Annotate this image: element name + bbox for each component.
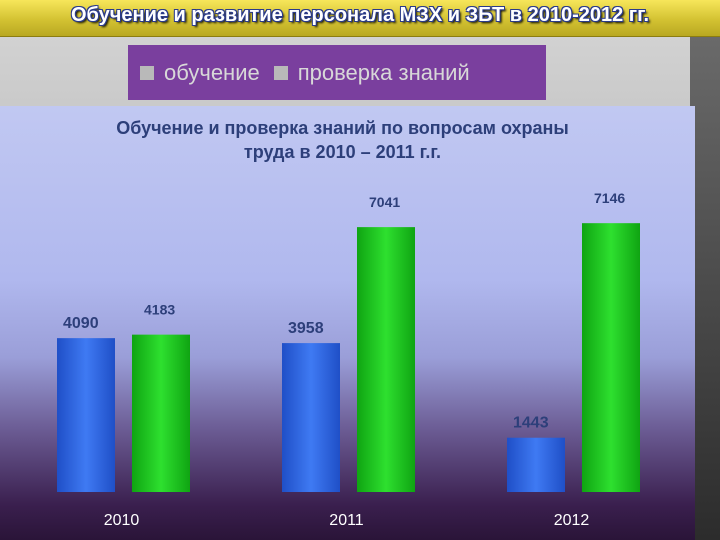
bar-training-2012 [507,437,565,492]
data-label-training-2011: 3958 [288,320,324,337]
data-label-training-2012: 1443 [513,415,549,432]
legend-item-knowledge-check: проверка знаний [273,59,470,86]
legend-item-training: обучение [140,60,260,86]
x-tick-label-2011: 2011 [329,512,364,529]
data-label-training-2010: 4090 [63,315,99,332]
x-tick-label-2012: 2012 [554,512,590,529]
chart-title-line-2: труда в 2010 – 2011 г.г. [243,142,442,162]
legend: обучение проверка знаний [128,45,546,100]
data-label-knowledge-check-2010: 4183 [144,302,175,318]
bar-knowledge-check-2012 [582,223,640,492]
legend-swatch-knowledge-check [273,65,288,80]
legend-label-knowledge-check: проверка знаний [297,59,470,85]
bar-knowledge-check-2010 [132,334,190,492]
chart-title: Обучение и проверка знаний по вопросам о… [0,116,685,164]
right-side-panel [690,36,720,540]
data-label-knowledge-check-2011: 7041 [369,194,400,210]
bar-knowledge-check-2011 [357,227,415,493]
title-bar: Обучение и развитие персонала МЗХ и ЗБТ … [0,0,720,37]
page-title: Обучение и развитие персонала МЗХ и ЗБТ … [70,4,650,26]
data-label-knowledge-check-2012: 7146 [594,190,625,206]
x-tick-label-2010: 2010 [104,512,140,529]
chart-panel: Обучение и проверка знаний по вопросам о… [0,106,695,540]
bar-training-2011 [282,343,340,492]
legend-swatch-training [140,65,154,80]
bar-training-2010 [57,338,115,492]
legend-label-training: обучение [164,59,260,85]
bar-chart: 4090 4183 2010 3958 7041 2011 1443 7146 2012 [57,190,640,529]
chart-title-line-1: Обучение и проверка знаний по вопросам о… [116,118,569,138]
